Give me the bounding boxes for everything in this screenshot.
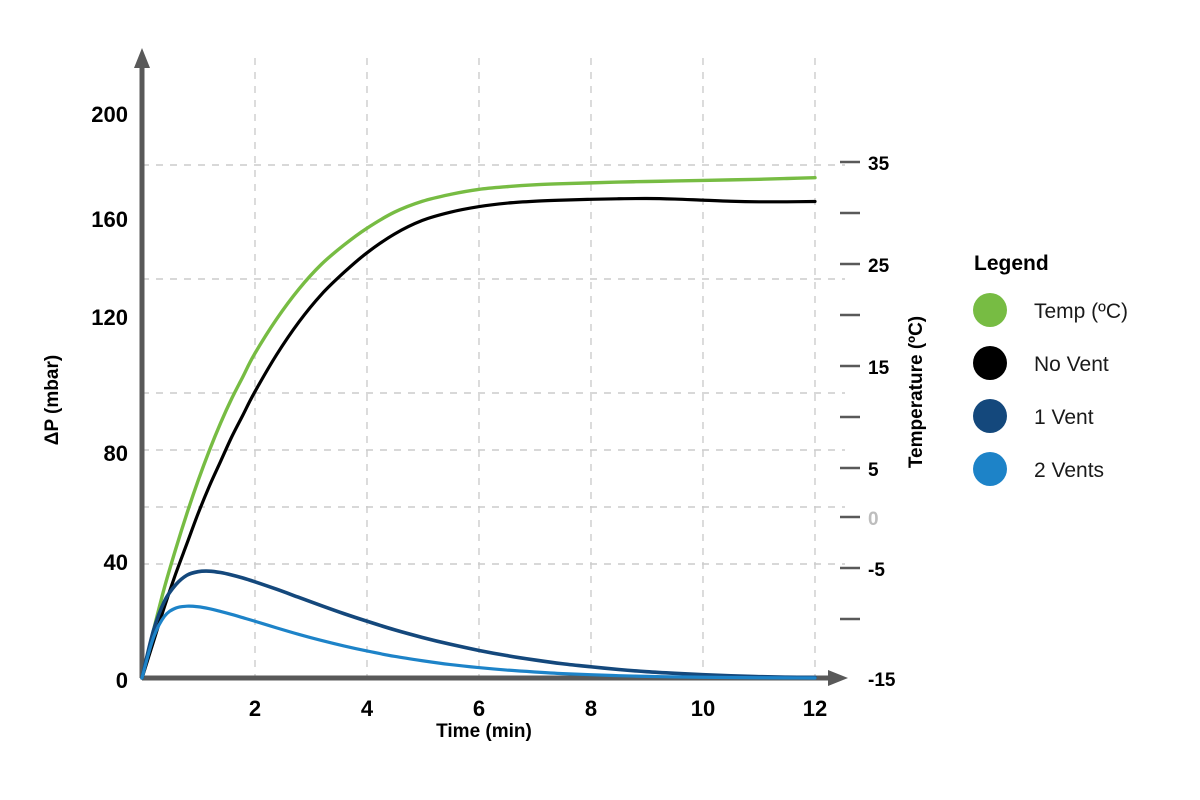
x-tick-label-2: 2 [249,696,261,721]
y-axis-title: ΔP (mbar) [42,355,63,445]
series-line-1-vent [140,569,817,680]
y-tick-label-160: 160 [91,207,128,232]
x-tick-label-10: 10 [691,696,715,721]
legend-swatch-no-vent-icon [973,346,1007,380]
y-tick-label-0: 0 [116,668,128,693]
legend: Legend Temp (ºC) No Vent 1 Vent 2 Vents [973,252,1128,486]
legend-item-temp[interactable]: Temp (ºC) [973,293,1128,327]
x-axis-arrow [828,670,848,686]
y-tick-label-80: 80 [104,441,128,466]
y2-tick-label-0: 0 [868,509,879,530]
y2-tick-label-15: 15 [868,358,890,379]
y2-tick-label-35: 35 [868,154,890,175]
x-tick-label-12: 12 [803,696,827,721]
y2-axis-title: Temperature (ºC) [906,316,927,468]
legend-label-2-vents: 2 Vents [1034,459,1104,482]
y2-tick-label-minus5: -5 [868,560,885,581]
legend-item-2-vents[interactable]: 2 Vents [973,452,1104,486]
right-axis-ticks [840,160,860,621]
legend-swatch-temp-icon [973,293,1007,327]
series-line-no-vent [140,196,817,680]
axes [134,48,848,686]
x-tick-labels: 2 4 6 8 10 12 [249,696,827,721]
legend-swatch-2-vents-icon [973,452,1007,486]
legend-item-1-vent[interactable]: 1 Vent [973,399,1094,433]
legend-label-1-vent: 1 Vent [1034,406,1094,429]
y-tick-label-40: 40 [104,550,128,575]
x-tick-label-4: 4 [361,696,374,721]
y-tick-label-120: 120 [91,305,128,330]
y2-tick-label-5: 5 [868,460,879,481]
legend-title: Legend [974,252,1049,275]
gridlines [142,58,845,678]
series-line-2-vents [140,604,817,680]
series-group [140,175,817,680]
y-tick-label-200: 200 [91,102,128,127]
y2-tick-label-25: 25 [868,256,890,277]
legend-label-no-vent: No Vent [1034,353,1109,376]
y-axis-arrow [134,48,150,68]
y2-tick-label-minus15: -15 [868,670,896,691]
y2-tick-labels: 35 25 15 5 0 -5 -15 [868,154,896,691]
legend-label-temp: Temp (ºC) [1034,300,1128,323]
x-tick-label-6: 6 [473,696,485,721]
x-tick-label-8: 8 [585,696,597,721]
legend-swatch-1-vent-icon [973,399,1007,433]
x-axis-title: Time (min) [436,721,532,742]
legend-item-no-vent[interactable]: No Vent [973,346,1109,380]
series-line-temp [140,175,817,680]
y-tick-labels: 0 40 80 120 160 200 [91,102,128,693]
